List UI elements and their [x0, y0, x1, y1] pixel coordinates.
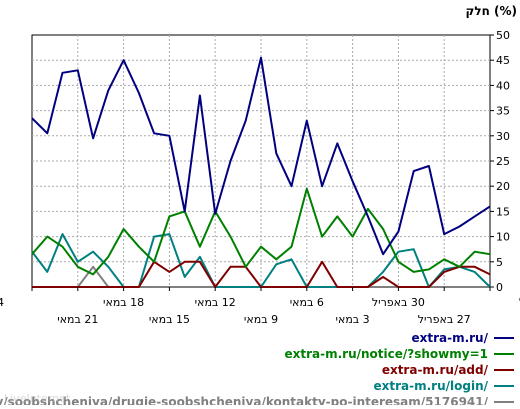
x-tick-label: 15 במאי	[149, 313, 190, 326]
x-tick-label: 21 במאי	[57, 313, 98, 326]
watermark-text: LiveInternet	[4, 392, 71, 405]
x-tick-label: 9 במאי	[244, 313, 278, 326]
legend-item: extra-m.ru/add/	[382, 363, 514, 377]
y-tick-label: 20	[496, 180, 510, 193]
legend-label: extra-m.ru/add/	[382, 363, 489, 377]
x-tick-label: 3 במאי	[336, 313, 370, 326]
y-tick-label: 5	[496, 256, 503, 269]
y-tick-label: 0	[496, 281, 503, 294]
x-tick-label: 6 במאי	[290, 296, 324, 309]
x-tick-label: 27 באפריל	[418, 313, 471, 326]
y-tick-label: 50	[496, 29, 510, 42]
legend-label: extra-m.ru/	[411, 331, 488, 345]
x-tick-label: 12 במאי	[195, 296, 236, 309]
y-axis-title: חלק (%)	[465, 4, 517, 18]
series-line-0	[31, 56, 491, 256]
legend-item: extra-m.ru/login/	[373, 379, 514, 393]
x-tick-label: 30 באפריל	[372, 296, 425, 309]
series-line-1	[31, 187, 491, 276]
legend-label: extra-m.ru/razdely/soobshcheniya/drugie-…	[0, 395, 489, 405]
legend-item: extra-m.ru/razdely/soobshcheniya/drugie-…	[0, 395, 514, 409]
legend-item: extra-m.ru/	[411, 331, 514, 345]
y-tick-label: 15	[496, 205, 510, 218]
y-tick-label: 25	[496, 155, 510, 168]
y-tick-label: 10	[496, 231, 510, 244]
y-tick-label: 40	[496, 79, 510, 92]
legend-item: extra-m.ru/notice/?showmy=1	[285, 347, 514, 361]
legend-label: extra-m.ru/login/	[373, 379, 488, 393]
x-tick-label: 24 במאי	[0, 296, 4, 309]
y-tick-label: 45	[496, 54, 510, 67]
y-tick-label: 35	[496, 105, 510, 118]
x-tick-label: 18 במאי	[103, 296, 144, 309]
y-axis: 0 5 10 15 20 25 30 35 40 45 50	[490, 29, 510, 294]
y-tick-label: 30	[496, 130, 510, 143]
legend-label: extra-m.ru/notice/?showmy=1	[285, 347, 489, 361]
